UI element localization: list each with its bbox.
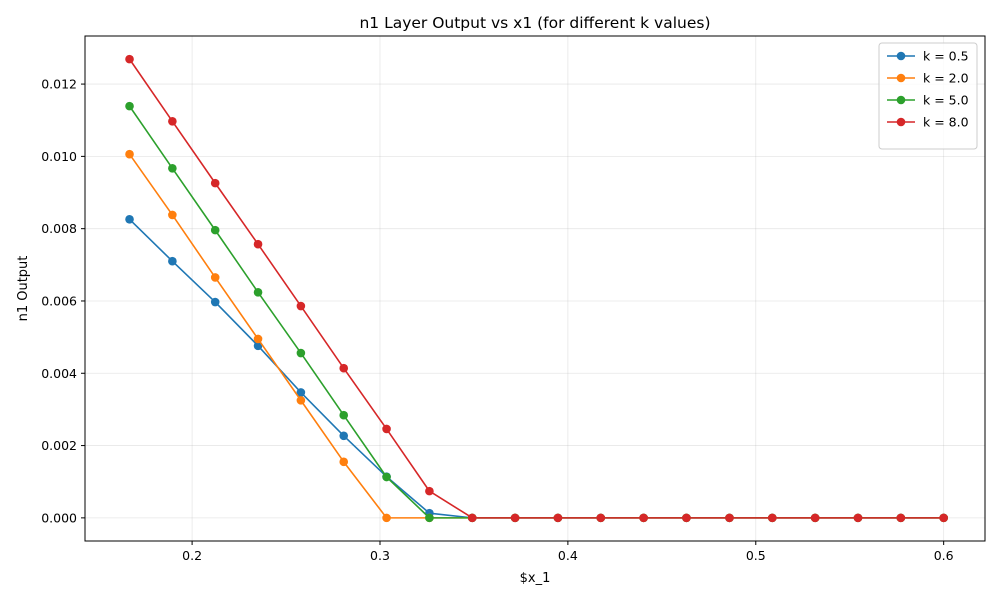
data-point [553, 513, 563, 523]
data-point [382, 472, 391, 482]
series-line [128, 105, 944, 519]
axis-ticks: 0.2 0.3 0.4 0.5 0.6 0.000 0.002 0.004 0.006 0.008… [41, 77, 953, 563]
data-point [168, 117, 177, 126]
data-point [296, 348, 306, 358]
legend-marker [896, 51, 906, 61]
data-point [339, 457, 349, 467]
x-tick-label: 0.4 [558, 548, 578, 563]
data-point [125, 101, 134, 111]
data-point [125, 54, 134, 64]
x-tick-label: 0.6 [934, 548, 954, 563]
series-4 [125, 54, 948, 523]
data-point [296, 396, 306, 405]
y-tick-label: 0.002 [41, 438, 77, 453]
data-point [253, 287, 263, 297]
legend-label: k = 8.0 [923, 115, 969, 130]
data-point [725, 513, 734, 523]
y-tick-label: 0.004 [41, 366, 77, 381]
data-point [382, 424, 391, 434]
legend-marker [896, 117, 906, 127]
data-point [896, 513, 906, 523]
series-line [128, 153, 944, 519]
legend-label: k = 5.0 [923, 93, 969, 108]
chart-title: n1 Layer Output vs x1 (for different k v… [359, 14, 710, 32]
data-point [467, 513, 477, 523]
grid [85, 36, 985, 541]
y-tick-label: 0.010 [41, 149, 77, 164]
data-point [210, 225, 220, 235]
data-point [210, 178, 220, 188]
data-point [253, 239, 263, 249]
data-point [425, 486, 434, 496]
data-point [253, 334, 263, 344]
data-point [168, 210, 177, 220]
data-point [210, 273, 220, 282]
data-point [596, 513, 606, 523]
data-point [768, 513, 777, 523]
series-line [128, 58, 944, 519]
data-point [639, 513, 648, 523]
x-axis-label: $x_1 [520, 571, 551, 586]
data-point [510, 513, 520, 523]
plot-frame [84, 35, 986, 542]
data-point [939, 513, 948, 523]
data-point [253, 341, 263, 351]
data-point [810, 513, 820, 523]
series-3 [125, 101, 948, 523]
x-tick-label: 0.2 [182, 548, 202, 563]
y-tick-label: 0.006 [41, 293, 77, 308]
y-tick-label: 0.008 [41, 221, 77, 236]
data-point [339, 363, 349, 373]
legend-marker [896, 95, 906, 105]
data-point [296, 388, 306, 397]
series-1 [125, 214, 948, 523]
data-point [853, 513, 863, 523]
data-point [168, 164, 177, 173]
legend-label: k = 2.0 [923, 71, 969, 86]
data-point [210, 297, 220, 307]
x-tick-label: 0.3 [370, 548, 390, 563]
y-tick-label: 0.012 [41, 77, 77, 92]
y-tick-label: 0.000 [41, 510, 77, 525]
data-point [296, 301, 306, 311]
data-point [425, 513, 434, 523]
series-layer [125, 54, 948, 523]
data-point [168, 256, 177, 266]
data-point [382, 513, 391, 523]
x-tick-label: 0.5 [746, 548, 766, 563]
data-point [125, 149, 134, 159]
y-axis-label: n1 Output [16, 256, 31, 322]
series-line [128, 218, 944, 519]
data-point [682, 513, 691, 523]
legend-marker [896, 73, 906, 83]
data-point [339, 431, 349, 441]
data-point [339, 410, 349, 420]
data-point [125, 214, 134, 224]
legend: k = 0.5 k = 2.0 k = 5.0 k = 8.0 [878, 42, 978, 150]
legend-label: k = 0.5 [923, 49, 969, 64]
